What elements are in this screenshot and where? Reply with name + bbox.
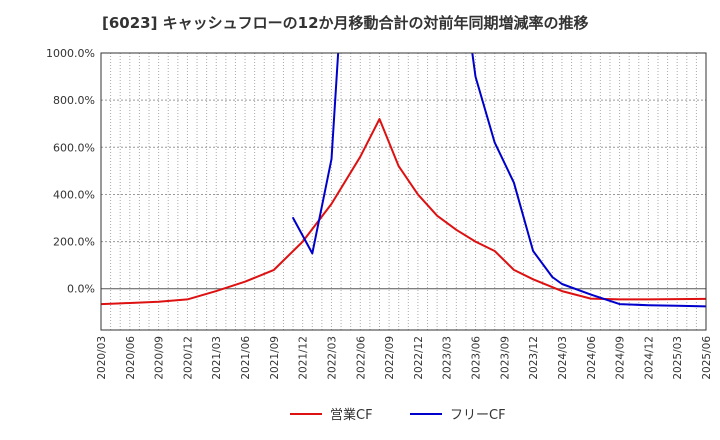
x-tick-label: 2021/12 xyxy=(298,336,310,380)
x-tick-label: 2023/12 xyxy=(528,336,540,380)
y-axis-ticks: 0.0% 200.0% 400.0% 600.0% 800.0% 1000.0% xyxy=(46,47,95,296)
x-tick-label: 2021/06 xyxy=(240,336,252,380)
legend-label-free-cf: フリーCF xyxy=(450,408,506,423)
x-tick-label: 2023/06 xyxy=(471,336,483,380)
series-line-operating-cf xyxy=(101,118,706,306)
x-axis-ticks: 2020/03 2020/06 2020/09 2020/12 2021/03 2021/… xyxy=(96,336,713,380)
plot-frame xyxy=(100,52,707,331)
x-tick-label: 2022/12 xyxy=(413,336,425,380)
chart-title: [6023] キャッシュフローの12か月移動合計の対前年同期増減率の推移 xyxy=(102,14,589,32)
y-tick-label: 0.0% xyxy=(67,283,95,296)
y-tick-label: 800.0% xyxy=(53,94,95,107)
x-tick-label: 2024/12 xyxy=(643,336,655,380)
x-tick-label: 2024/06 xyxy=(586,336,598,380)
y-tick-label: 600.0% xyxy=(53,141,95,154)
x-tick-label: 2024/03 xyxy=(557,336,569,380)
y-tick-label: 200.0% xyxy=(53,236,95,249)
x-tick-label: 2022/03 xyxy=(326,336,338,380)
y-tick-label: 400.0% xyxy=(53,188,95,201)
x-tick-label: 2020/06 xyxy=(125,336,137,380)
x-tick-label: 2020/03 xyxy=(96,336,108,380)
x-tick-label: 2025/06 xyxy=(701,336,713,380)
x-tick-label: 2022/06 xyxy=(355,336,367,380)
series-line-free-cf xyxy=(292,53,706,308)
x-tick-label: 2023/09 xyxy=(499,336,511,380)
x-tick-label: 2020/12 xyxy=(182,336,194,380)
x-tick-label: 2021/03 xyxy=(211,336,223,380)
x-tick-label: 2020/09 xyxy=(154,336,166,380)
x-tick-label: 2024/09 xyxy=(615,336,627,380)
grid-layer xyxy=(100,52,707,330)
legend-label-operating-cf: 営業CF xyxy=(330,407,373,423)
series-layer xyxy=(101,53,706,308)
x-tick-label: 2025/03 xyxy=(672,336,684,380)
x-tick-label: 2021/09 xyxy=(269,336,281,380)
y-tick-label: 1000.0% xyxy=(46,47,95,60)
x-tick-label: 2022/09 xyxy=(384,336,396,380)
x-tick-label: 2023/03 xyxy=(442,336,454,380)
legend: 営業CF フリーCF xyxy=(290,407,506,423)
